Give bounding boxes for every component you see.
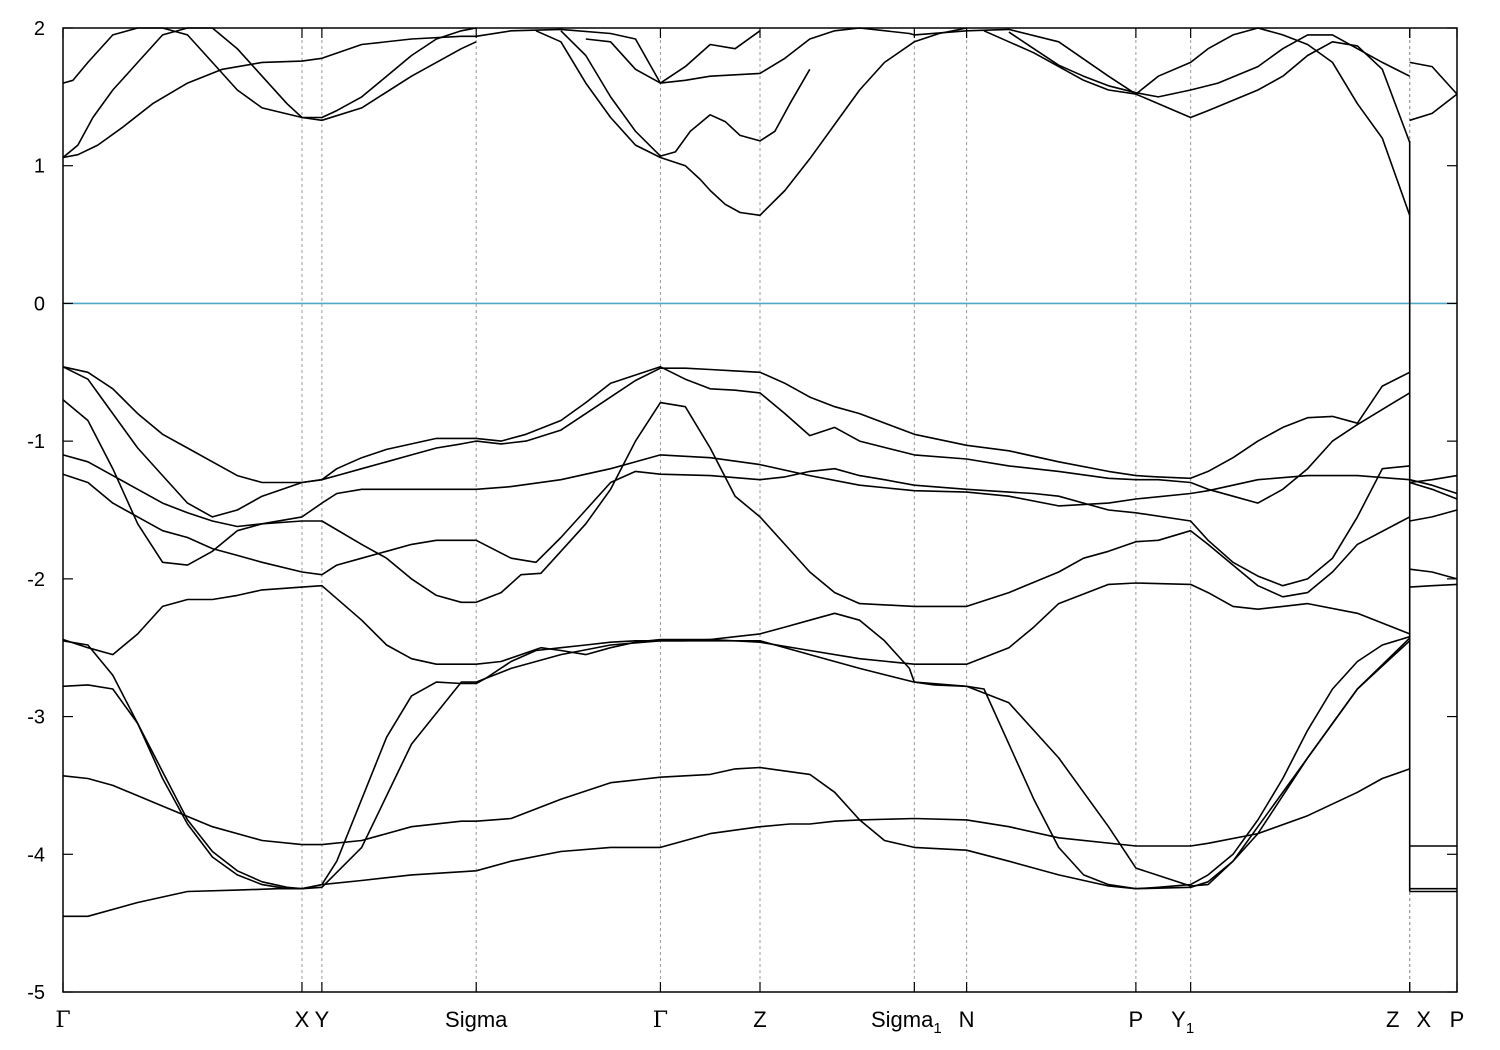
band-line-13	[535, 27, 967, 217]
kpoint-label: Γ	[653, 1008, 668, 1033]
kpoint-label: Y	[315, 1007, 330, 1032]
band-line-0	[63, 768, 1410, 918]
band-line-10	[62, 27, 1411, 159]
kpoint-label: X	[295, 1007, 310, 1032]
band-line-7	[62, 465, 1410, 587]
y-tick-label: -3	[27, 707, 45, 729]
kpoint-label: Γ	[55, 1008, 70, 1033]
band-line-3	[62, 612, 1410, 890]
band-line-20	[1409, 568, 1458, 580]
band-line-4	[62, 582, 1410, 666]
kpoint-label: Z	[753, 1007, 766, 1032]
kpoint-label: Sigma1	[871, 1007, 942, 1037]
kpoint-label: Z	[1386, 1007, 1399, 1032]
y-tick-label: -5	[27, 982, 45, 1004]
y-tick-label: -2	[27, 569, 45, 591]
x-axis: Γ X Y Sigma Γ Z Sigma1 N P Y1 Z X P	[55, 28, 1464, 1037]
y-axis: -5 -4 -3 -2 -1 0 1 2	[27, 18, 1457, 1004]
band-line-1	[62, 640, 1411, 890]
band-line-16	[983, 27, 1411, 216]
kpoint-label: Sigma	[445, 1007, 508, 1032]
band-line-17	[1008, 31, 1411, 98]
band-line-24	[1409, 481, 1458, 500]
band-line-14	[560, 30, 811, 157]
kpoint-label: X	[1416, 1007, 1431, 1032]
kpoint-label: N	[959, 1007, 975, 1032]
band-line-19	[1409, 61, 1458, 95]
band-line-8	[62, 365, 1411, 518]
y-tick-label: 1	[34, 156, 45, 178]
band-line-5	[62, 399, 1411, 608]
band-line-15	[585, 30, 761, 84]
y-tick-label: 0	[34, 293, 45, 315]
kpoint-label: Y1	[1171, 1007, 1194, 1037]
kpoint-label: P	[1450, 1007, 1465, 1032]
band-line-2	[62, 637, 1411, 890]
y-tick-label: 2	[34, 18, 45, 40]
band-line-18	[1409, 93, 1458, 122]
band-lines	[62, 27, 1458, 918]
band-line-25	[1409, 583, 1458, 588]
band-line-12	[62, 27, 477, 122]
band-line-23	[1409, 478, 1458, 495]
band-line-9	[62, 366, 1411, 484]
y-tick-label: -4	[27, 844, 45, 866]
band-line-11	[62, 27, 477, 159]
band-line-6	[62, 454, 1410, 528]
band-line-21	[1409, 509, 1458, 522]
kpoint-label: P	[1129, 1007, 1144, 1032]
y-tick-label: -1	[27, 431, 45, 453]
